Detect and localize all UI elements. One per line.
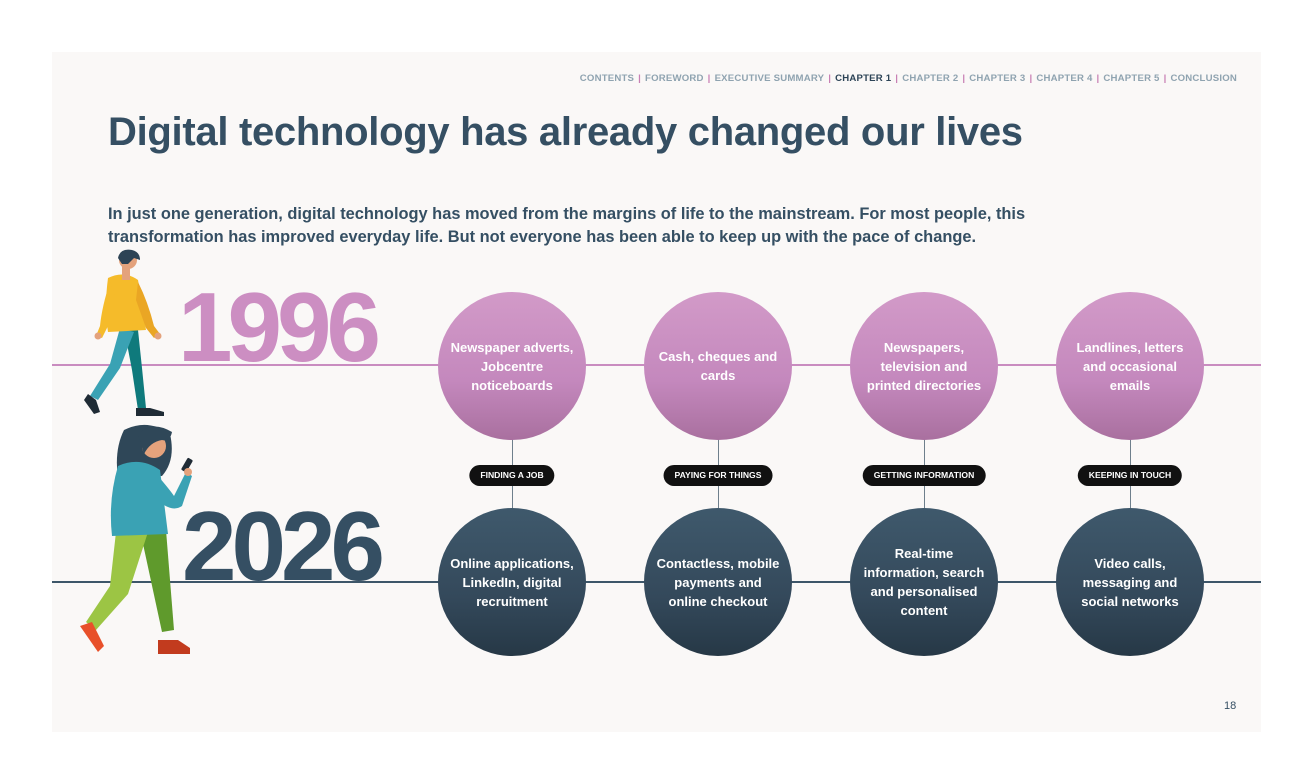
nav-link-chapter-4[interactable]: CHAPTER 4 bbox=[1036, 72, 1093, 84]
category-pill-paying-for-things: PAYING FOR THINGS bbox=[663, 465, 773, 486]
nav-link-chapter-5[interactable]: CHAPTER 5 bbox=[1103, 72, 1160, 84]
nav-separator: | bbox=[1029, 72, 1033, 84]
category-pill-finding-a-job: FINDING A JOB bbox=[469, 465, 555, 486]
circle-1996-getting-information: Newspapers, television and printed direc… bbox=[850, 292, 998, 440]
circle-2026-text: Real-time information, search and person… bbox=[863, 546, 985, 618]
circle-1996-text: Landlines, letters and occasional emails bbox=[1076, 339, 1184, 393]
year-2026-label: 2026 bbox=[182, 491, 385, 601]
circle-1996-text: Newspaper adverts, Jobcentre noticeboard… bbox=[450, 339, 574, 393]
nav-separator: | bbox=[1163, 72, 1167, 84]
nav-link-chapter-1[interactable]: CHAPTER 1 bbox=[835, 72, 892, 84]
circle-2026-finding-a-job: Online applications, LinkedIn, digital r… bbox=[438, 508, 586, 656]
nav-link-chapter-3[interactable]: CHAPTER 3 bbox=[969, 72, 1026, 84]
category-pill-keeping-in-touch: KEEPING IN TOUCH bbox=[1077, 465, 1183, 486]
circle-2026-getting-information: Real-time information, search and person… bbox=[850, 508, 998, 656]
page-subtitle: In just one generation, digital technolo… bbox=[108, 205, 1026, 246]
circle-2026-text: Online applications, LinkedIn, digital r… bbox=[450, 555, 574, 609]
nav-link-executive-summary[interactable]: EXECUTIVE SUMMARY bbox=[714, 72, 825, 84]
man-walking-illustration bbox=[84, 249, 164, 416]
nav-link-foreword[interactable]: FOREWORD bbox=[645, 72, 704, 84]
nav-separator: | bbox=[1096, 72, 1100, 84]
nav-separator: | bbox=[638, 72, 642, 84]
nav-link-chapter-2[interactable]: CHAPTER 2 bbox=[902, 72, 959, 84]
category-pill-getting-information: GETTING INFORMATION bbox=[862, 465, 986, 486]
nav-separator: | bbox=[707, 72, 711, 84]
nav-link-conclusion[interactable]: CONCLUSION bbox=[1170, 72, 1237, 84]
chapter-navigation: CONTENTS | FOREWORD | EXECUTIVE SUMMARY | CHAP… bbox=[580, 72, 1237, 84]
circle-1996-text: Newspapers, television and printed direc… bbox=[866, 339, 982, 393]
circle-2026-text: Video calls, messaging and social networ… bbox=[1081, 555, 1179, 609]
circle-2026-paying-for-things: Contactless, mobile payments and online … bbox=[644, 508, 792, 656]
circle-2026-keeping-in-touch: Video calls, messaging and social networ… bbox=[1056, 508, 1204, 656]
woman-with-phone-illustration bbox=[80, 424, 193, 654]
nav-separator: | bbox=[828, 72, 832, 84]
nav-separator: | bbox=[895, 72, 899, 84]
year-1996-label: 1996 bbox=[178, 272, 381, 382]
page-title: Digital technology has already changed o… bbox=[108, 110, 1023, 154]
circle-1996-finding-a-job: Newspaper adverts, Jobcentre noticeboard… bbox=[438, 292, 586, 440]
nav-separator: | bbox=[962, 72, 966, 84]
circle-1996-text: Cash, cheques and cards bbox=[658, 349, 778, 383]
nav-link-contents[interactable]: CONTENTS bbox=[579, 72, 635, 84]
circle-1996-keeping-in-touch: Landlines, letters and occasional emails bbox=[1056, 292, 1204, 440]
circle-2026-text: Contactless, mobile payments and online … bbox=[656, 555, 780, 609]
circle-1996-paying-for-things: Cash, cheques and cards bbox=[644, 292, 792, 440]
page-number: 18 bbox=[1224, 700, 1237, 712]
